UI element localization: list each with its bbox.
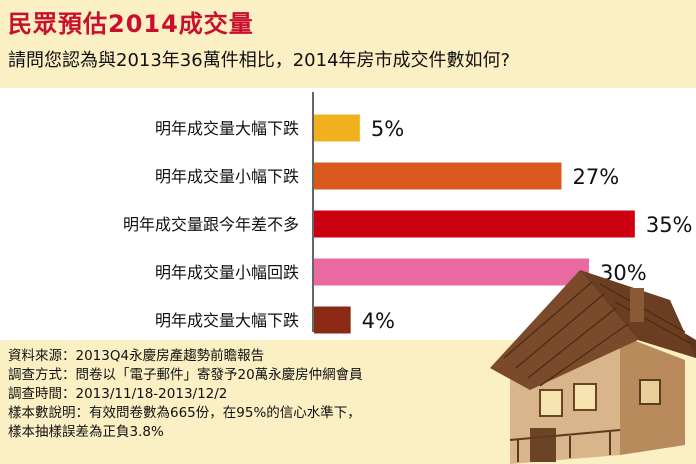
note-period: 調查時間：2013/11/18-2013/12/2	[8, 386, 228, 402]
note-method: 調查方式：問卷以「電子郵件」寄發予20萬永慶房仲網會員	[8, 367, 363, 383]
survey-question: 請問您認為與2013年36萬件相比，2014年房市成交件數如何?	[8, 50, 511, 71]
survey-notes: 資料來源：2013Q4永慶房產趨勢前瞻報告 調查方式：問卷以「電子郵件」寄發予2…	[8, 347, 363, 442]
note-error: 樣本抽樣誤差為正負3.8%	[8, 424, 164, 440]
chart-panel: 明年成交量大幅下跌 5% 明年成交量小幅下跌 27% 明年成交量跟今年差不多 35% 明年成…	[0, 88, 696, 340]
value-label: 27%	[573, 165, 620, 189]
value-label: 5%	[371, 117, 404, 141]
house-illustration	[490, 270, 696, 464]
bar	[314, 306, 351, 334]
bar	[314, 210, 635, 238]
category-label: 明年成交量小幅回跌	[155, 263, 299, 282]
value-label: 4%	[362, 309, 395, 333]
bar-chart: 明年成交量大幅下跌 5% 明年成交量小幅下跌 27% 明年成交量跟今年差不多 35% 明年成…	[123, 92, 693, 334]
chart-title: 民眾預估2014成交量	[8, 10, 254, 38]
category-label: 明年成交量小幅下跌	[155, 167, 299, 186]
bar	[314, 258, 589, 286]
note-sample: 樣本數說明：有效問卷數為665份，在95%的信心水準下，	[8, 405, 361, 421]
bar	[314, 114, 360, 142]
value-label: 35%	[646, 213, 693, 237]
category-label: 明年成交量跟今年差不多	[123, 215, 299, 234]
bar	[314, 162, 562, 190]
category-label: 明年成交量大幅下跌	[155, 119, 299, 138]
note-source: 資料來源：2013Q4永慶房產趨勢前瞻報告	[8, 348, 265, 364]
category-label: 明年成交量大幅下跌	[155, 311, 299, 330]
